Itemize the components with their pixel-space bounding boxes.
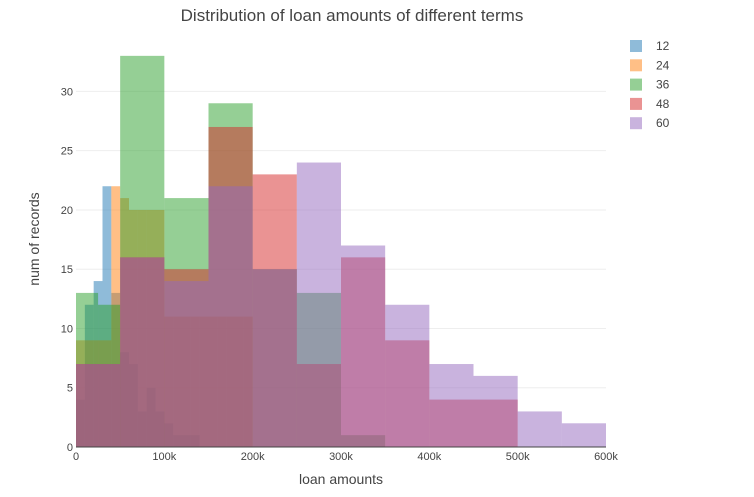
y-tick-label: 0: [67, 442, 73, 454]
y-tick-label: 15: [61, 264, 73, 276]
chart-title: Distribution of loan amounts of differen…: [181, 6, 524, 25]
x-tick-label: 600k: [594, 451, 618, 463]
legend-item-36[interactable]: 36: [630, 78, 670, 92]
histogram-bar: [208, 186, 253, 447]
legend-item-24[interactable]: 24: [630, 58, 670, 72]
x-tick-label: 300k: [329, 451, 353, 463]
histogram-bar: [473, 375, 518, 447]
legend-item-60[interactable]: 60: [630, 116, 670, 130]
y-tick-label: 5: [67, 383, 73, 395]
y-tick-label: 10: [61, 323, 73, 335]
histogram-bar: [561, 423, 606, 447]
legend-item-12[interactable]: 12: [630, 39, 670, 53]
legend-item-48[interactable]: 48: [630, 97, 670, 111]
histogram-bars: [76, 55, 606, 448]
y-tick-label: 20: [61, 205, 73, 217]
legend-swatch: [630, 117, 642, 130]
x-tick-label: 0: [73, 451, 79, 463]
series-60-bars: [76, 162, 606, 447]
legend-label: 12: [656, 39, 670, 53]
legend-swatch: [630, 59, 642, 72]
histogram-bar: [296, 162, 341, 447]
histogram-bar: [252, 269, 297, 447]
y-tick-label: 30: [61, 86, 73, 98]
x-axis-title: loan amounts: [299, 471, 383, 487]
x-axis-ticks: 0 100k 200k 300k 400k 500k 600k: [73, 451, 618, 463]
legend: 12 24 36 48 60: [630, 39, 670, 130]
legend-label: 60: [656, 116, 670, 130]
x-tick-label: 400k: [417, 451, 441, 463]
histogram-bar: [164, 281, 209, 447]
legend-label: 36: [656, 78, 670, 92]
legend-swatch: [630, 97, 642, 110]
histogram-bar: [517, 411, 562, 447]
histogram-bar: [341, 245, 386, 447]
legend-label: 48: [656, 97, 670, 111]
legend-swatch: [630, 78, 642, 91]
histogram-bar: [385, 304, 430, 447]
x-tick-label: 500k: [506, 451, 530, 463]
histogram-bar: [76, 364, 121, 447]
legend-swatch: [630, 40, 642, 52]
histogram-bar: [120, 257, 165, 447]
x-tick-label: 200k: [241, 451, 265, 463]
x-tick-label: 100k: [152, 451, 176, 463]
legend-label: 24: [656, 58, 670, 72]
y-tick-label: 25: [61, 146, 73, 158]
y-axis-ticks: 0 5 10 15 20 25 30: [61, 86, 73, 454]
histogram-bar: [429, 364, 474, 447]
y-axis-title: num of records: [26, 192, 42, 285]
